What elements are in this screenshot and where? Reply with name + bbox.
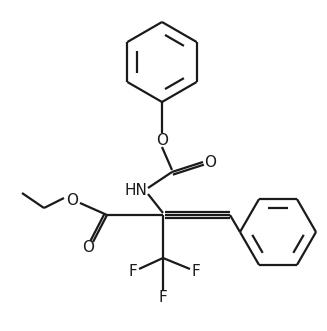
Text: O: O <box>156 132 168 148</box>
Text: F: F <box>129 264 137 279</box>
Text: HN: HN <box>125 182 147 198</box>
Text: F: F <box>159 291 167 306</box>
Text: O: O <box>204 155 216 169</box>
Text: O: O <box>66 193 78 208</box>
Text: O: O <box>82 240 94 255</box>
Text: F: F <box>192 264 200 279</box>
